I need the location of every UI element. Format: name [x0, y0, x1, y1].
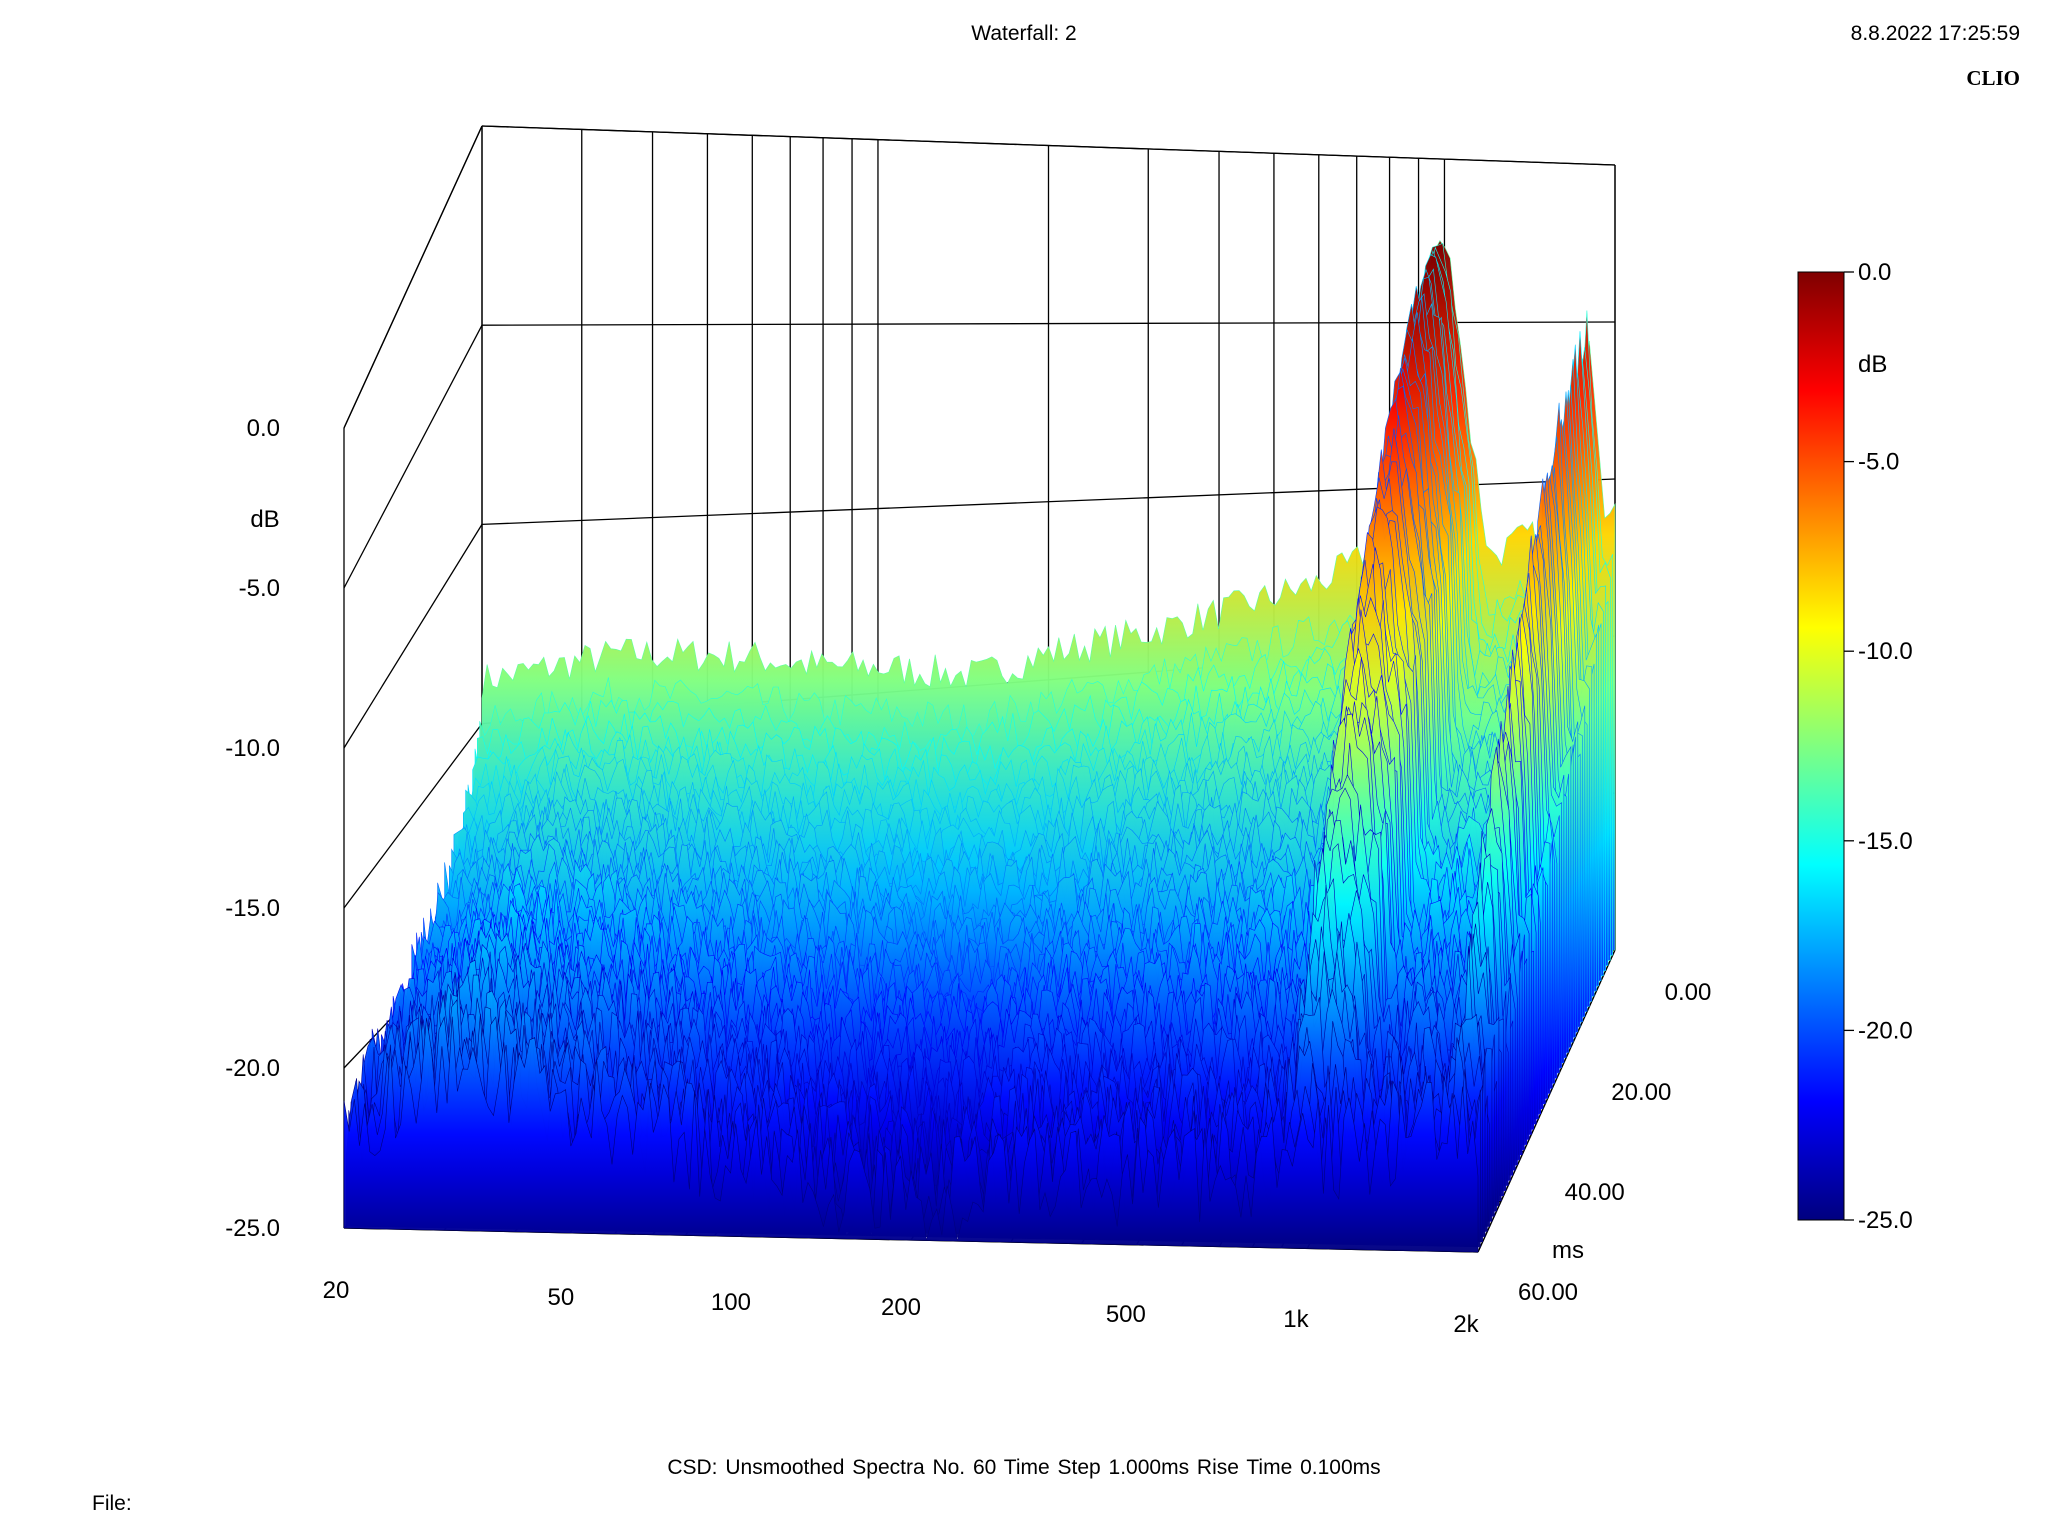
brand-label: CLIO [1966, 66, 2020, 90]
z-grid-left-1 [343, 324, 483, 589]
z-tick-label: -25.0 [225, 1215, 280, 1242]
z-tick-label: 0.0 [247, 415, 280, 442]
y-tick-label: 20.00 [1611, 1079, 1671, 1106]
z-grid-left-0 [343, 125, 483, 429]
x-tick-label: 20 [323, 1277, 350, 1304]
spectrum-slice [343, 1016, 1479, 1253]
x-tick-label: 2k [1453, 1311, 1479, 1338]
x-tick-label: 200 [881, 1294, 921, 1321]
z-axis-ticks: 0.0 -5.0 -10.0 -15.0 -20.0 -25.0 dB [225, 415, 280, 1242]
x-axis-ticks: 20 50 100 200 500 1k 2k [323, 1277, 1480, 1338]
colorbar-tick-label: -5.0 [1858, 449, 1899, 476]
z-tick-label: -10.0 [225, 735, 280, 762]
colorbar-tick-label: 0.0 [1858, 259, 1891, 286]
timestamp: 8.8.2022 17:25:59 [1850, 22, 2020, 45]
colorbar-tick-label: -25.0 [1858, 1207, 1913, 1234]
colorbar-label: dB [1858, 351, 1887, 378]
z-tick-label: -15.0 [225, 895, 280, 922]
colorbar-tick-label: -20.0 [1858, 1017, 1913, 1044]
z-tick-label: -20.0 [225, 1055, 280, 1082]
file-label: File: [92, 1492, 132, 1515]
z-grid-left-3 [343, 723, 483, 909]
y-axis-label: ms [1552, 1237, 1584, 1264]
x-tick-label: 50 [547, 1284, 574, 1311]
z-grid-left-2 [343, 524, 483, 749]
x-tick-label: 1k [1283, 1306, 1309, 1333]
y-tick-label: 40.00 [1565, 1179, 1625, 1206]
colorbar: 0.0 -5.0 -10.0 -15.0 -20.0 -25.0 dB [1797, 259, 1913, 1234]
waterfall-surface [343, 240, 1616, 1253]
z-axis-label: dB [250, 506, 279, 533]
colorbar-gradient [1797, 271, 1845, 1221]
y-tick-label: 60.00 [1518, 1279, 1578, 1306]
z-tick-label: -5.0 [239, 575, 280, 602]
page-title: Waterfall: 2 [971, 22, 1077, 45]
y-tick-label: 0.00 [1665, 979, 1712, 1006]
colorbar-tick-label: -10.0 [1858, 638, 1913, 665]
y-axis-ticks: 0.00 20.00 40.00 60.00 ms [1518, 979, 1711, 1306]
x-tick-label: 100 [711, 1289, 751, 1316]
colorbar-tick-label: -15.0 [1858, 828, 1913, 855]
x-tick-label: 500 [1106, 1301, 1146, 1328]
measurement-info: CSD: Unsmoothed Spectra No. 60 Time Step… [667, 1456, 1381, 1479]
